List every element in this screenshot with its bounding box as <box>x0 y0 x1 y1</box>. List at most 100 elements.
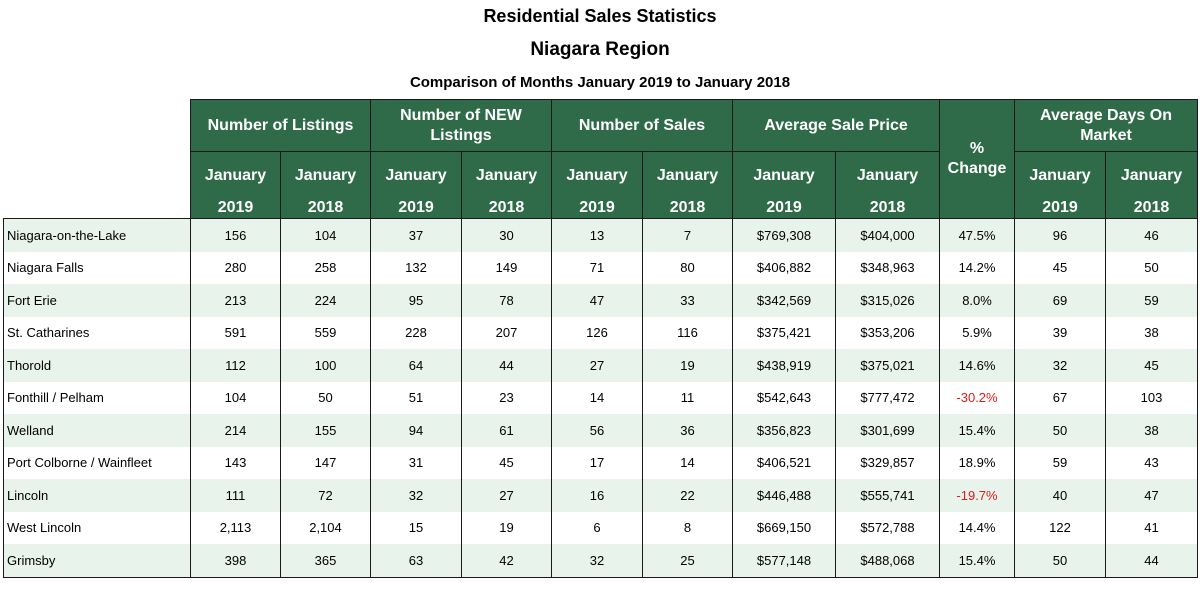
table-row: Fonthill / Pelham 104 50 51 23 14 11 $542,643 $7… <box>3 381 1199 414</box>
subheader-year: 2019 <box>217 199 254 216</box>
table-cell-p19: $356,823 <box>732 414 837 447</box>
table-cell-s19: 56 <box>551 414 643 447</box>
table-cell-n19: 32 <box>370 479 462 512</box>
table-cell-pct: 47.5% <box>939 218 1016 252</box>
table-cell-l18: 100 <box>280 349 371 382</box>
table-cell-s19: 71 <box>551 251 643 284</box>
city-name-cell: Welland <box>3 414 191 447</box>
subheader-month: January <box>566 167 628 184</box>
table-cell-n19: 94 <box>370 414 462 447</box>
table-cell-d19: 96 <box>1014 218 1107 252</box>
table-cell-p18: $404,000 <box>835 218 941 252</box>
table-cell-d19: 50 <box>1014 414 1107 447</box>
subheader-listings-2019: January 2019 <box>190 151 281 219</box>
table-cell-pct: 14.4% <box>939 511 1016 544</box>
table-cell-l19: 280 <box>190 251 281 284</box>
city-name-cell: St. Catharines <box>3 316 191 349</box>
table-cell-n18: 27 <box>461 479 552 512</box>
table-cell-pct: 5.9% <box>939 316 1016 349</box>
table-cell-d18: 43 <box>1105 446 1199 479</box>
table-cell-n18: 149 <box>461 251 552 284</box>
table-cell-d19: 39 <box>1014 316 1107 349</box>
table-cell-s18: 14 <box>641 446 734 479</box>
city-name-cell: Lincoln <box>3 479 191 512</box>
table-cell-n18: 44 <box>461 349 552 382</box>
table-cell-s18: 8 <box>641 511 734 544</box>
table-cell-l18: 258 <box>280 251 371 284</box>
table-cell-n18: 30 <box>461 218 552 252</box>
table-cell-d18: 38 <box>1105 316 1199 349</box>
table-cell-s18: 19 <box>641 349 734 382</box>
comparison-caption: Comparison of Months January 2019 to Jan… <box>409 74 791 91</box>
subheader-month: January <box>475 167 538 184</box>
table-cell-p18: $329,857 <box>835 446 941 479</box>
table-cell-n19: 15 <box>370 511 462 544</box>
subheader-year: 2019 <box>398 199 434 216</box>
table-cell-d18: 59 <box>1105 284 1199 317</box>
table-cell-pct: 15.4% <box>939 414 1016 447</box>
table-row: Lincoln 111 72 32 27 16 22 $446,488 $555,741 -19.… <box>3 479 1199 512</box>
table-cell-s19: 6 <box>551 511 643 544</box>
table-cell-p19: $446,488 <box>732 479 837 512</box>
table-cell-pct: 14.6% <box>939 349 1016 382</box>
table-row: Fort Erie 213 224 95 78 47 33 $342,569 $315,026 8… <box>3 284 1199 317</box>
subheader-new-listings-2019: January 2019 <box>370 151 462 219</box>
table-cell-p18: $572,788 <box>835 511 941 544</box>
table-cell-pct: -19.7% <box>939 479 1016 512</box>
table-cell-p19: $342,569 <box>732 284 837 317</box>
region-subtitle: Niagara Region <box>530 39 670 60</box>
table-cell-n18: 19 <box>461 511 552 544</box>
table-cell-n18: 207 <box>461 316 552 349</box>
table-cell-d18: 103 <box>1105 381 1199 414</box>
table-cell-p18: $301,699 <box>835 414 941 447</box>
table-cell-s19: 32 <box>551 544 643 578</box>
table-cell-s19: 126 <box>551 316 643 349</box>
table-cell-s18: 25 <box>641 544 734 578</box>
table-cell-p19: $769,308 <box>732 218 837 252</box>
table-cell-d19: 122 <box>1014 511 1107 544</box>
city-name-cell: Niagara Falls <box>3 251 191 284</box>
table-cell-l18: 559 <box>280 316 371 349</box>
subheader-month: January <box>1120 167 1183 184</box>
table-cell-s18: 11 <box>641 381 734 414</box>
header-blank-cell <box>3 99 191 219</box>
header-new-listings: Number of NEW Listings <box>370 99 552 152</box>
table-cell-d18: 45 <box>1105 349 1199 382</box>
subheader-month: January <box>385 167 447 184</box>
table-cell-n19: 228 <box>370 316 462 349</box>
table-cell-p19: $438,919 <box>732 349 837 382</box>
subheader-year: 2019 <box>1042 199 1078 216</box>
table-cell-p19: $669,150 <box>732 511 837 544</box>
table-cell-l18: 224 <box>280 284 371 317</box>
table-row: Grimsby 398 365 63 42 32 25 $577,148 $488,068 15.… <box>3 544 1199 578</box>
table-cell-d19: 67 <box>1014 381 1107 414</box>
table-cell-p19: $406,521 <box>732 446 837 479</box>
subheader-month: January <box>753 167 815 184</box>
table-cell-n19: 95 <box>370 284 462 317</box>
subheader-avg-price-2018: January 2018 <box>835 151 941 219</box>
city-name-cell: Fonthill / Pelham <box>3 381 191 414</box>
city-name-cell: Thorold <box>3 349 191 382</box>
subheader-avg-price-2019: January 2019 <box>732 151 837 219</box>
table-row: Niagara Falls 280 258 132 149 71 80 $406,882 $34… <box>3 251 1199 284</box>
table-cell-d18: 41 <box>1105 511 1199 544</box>
table-cell-s18: 80 <box>641 251 734 284</box>
table-cell-l19: 398 <box>190 544 281 578</box>
table-cell-d18: 44 <box>1105 544 1199 578</box>
subheader-avg-days-2018: January 2018 <box>1105 151 1199 219</box>
table-cell-d18: 47 <box>1105 479 1199 512</box>
city-name-cell: Grimsby <box>3 544 191 578</box>
table-cell-l19: 143 <box>190 446 281 479</box>
header-avg-price: Average Sale Price <box>732 99 941 152</box>
table-cell-p18: $488,068 <box>835 544 941 578</box>
table-cell-n19: 132 <box>370 251 462 284</box>
subheader-sales-2019: January 2019 <box>551 151 643 219</box>
table-row: Niagara-on-the-Lake 156 104 37 30 13 7 $769,308… <box>3 218 1199 252</box>
table-cell-p19: $375,421 <box>732 316 837 349</box>
table-cell-p18: $315,026 <box>835 284 941 317</box>
table-cell-d19: 69 <box>1014 284 1107 317</box>
header-pct-change: % Change <box>939 99 1016 219</box>
table-cell-l18: 50 <box>280 381 371 414</box>
city-name-cell: Niagara-on-the-Lake <box>3 218 191 252</box>
table-cell-d19: 45 <box>1014 251 1107 284</box>
